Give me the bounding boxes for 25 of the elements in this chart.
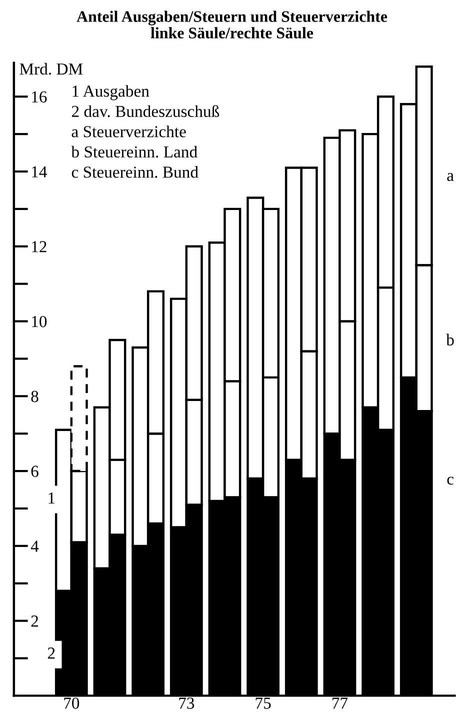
annotation: c Steuereinn. Bund xyxy=(72,166,198,178)
chart-subtitle: linke Säule/rechte Säule xyxy=(150,27,314,38)
annotation: 1 Ausgaben xyxy=(72,85,150,100)
y-axis-title: Mrd. DM xyxy=(20,62,83,75)
y-tick-label: 2 xyxy=(31,616,38,627)
annotation: a Steuerverzichte xyxy=(72,126,186,138)
y-tick-label: 16 xyxy=(32,91,47,103)
annotation: c xyxy=(447,476,454,485)
annotation: b Steuereinn. Land xyxy=(71,146,198,158)
annotation: a xyxy=(447,173,454,181)
chart-title: Anteil Ausgaben/Steuern und Steuerverzichte xyxy=(76,10,388,26)
x-tick-label: 77 xyxy=(332,698,348,709)
y-tick-label: 14 xyxy=(32,166,47,178)
x-tick-label: 75 xyxy=(256,698,271,709)
x-tick-label: 70 xyxy=(64,698,80,709)
y-tick-label: 8 xyxy=(31,390,38,402)
y-tick-label: 10 xyxy=(32,316,47,328)
annotation: 2 dav. Bundeszuschuß xyxy=(72,105,220,118)
x-tick-label: 73 xyxy=(179,698,194,709)
y-tick-label: 6 xyxy=(31,466,38,477)
y-tick-label: 4 xyxy=(30,540,39,552)
annotation: 1 xyxy=(48,492,55,504)
annotation: b xyxy=(446,334,454,346)
annotation: 2 xyxy=(48,648,55,659)
y-tick-label: 12 xyxy=(32,241,46,252)
